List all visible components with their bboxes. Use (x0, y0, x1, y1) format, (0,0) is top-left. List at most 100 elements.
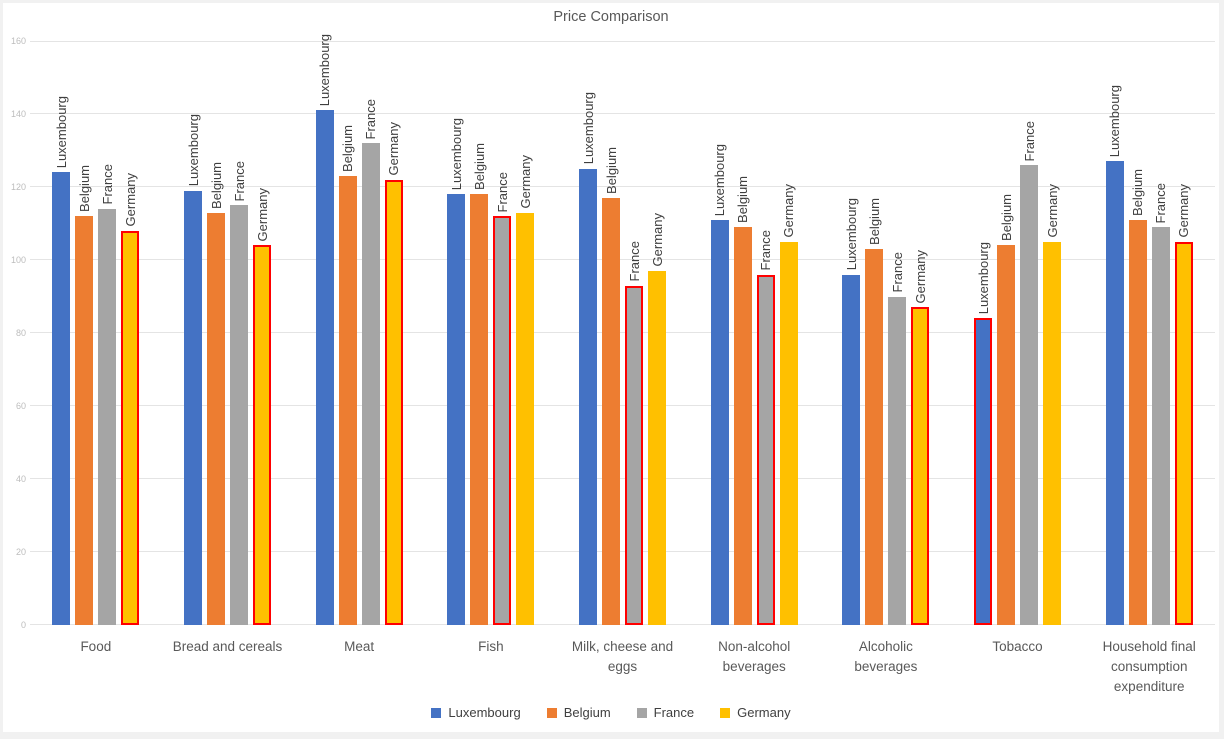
bar-slot-germany: Germany (384, 41, 403, 625)
category-label-household-final-consumption-expenditure: Household final consumption expenditure (1102, 639, 1196, 694)
bar-slot-france: France (756, 41, 775, 625)
bar-slot-luxembourg: Luxembourg (447, 41, 466, 625)
bar-group-household-final-consumption-expenditure: Luxembourg Belgium France Germany (1083, 41, 1215, 625)
plot-area: 0 20 40 60 80 100 120 140 160 Luxembourg Belgium F… (11, 34, 1215, 630)
bar-slot-luxembourg: Luxembourg (184, 41, 202, 625)
y-tick-label-0: 0 (20, 620, 26, 630)
bar-luxembourg-milk-cheese-and-eggs (579, 168, 598, 625)
bar-france-alcoholic-beverages (888, 296, 907, 625)
bar-luxembourg-fish (447, 194, 466, 625)
y-tick-label-20: 20 (15, 547, 26, 557)
legend-item-france: France (636, 705, 695, 720)
category-label-fish: Fish (478, 639, 504, 654)
bar-slot-belgium: Belgium (75, 41, 94, 625)
bar-label-germany: Germany (122, 173, 138, 227)
y-tick-label-100: 100 (10, 255, 26, 265)
y-tick-label-120: 120 (10, 182, 26, 192)
bar-luxembourg-household-final-consumption-expenditure (1105, 161, 1124, 625)
bar-germany-tobacco (1043, 241, 1062, 625)
bar-belgium-non-alcohol-beverages (733, 227, 752, 625)
bar-group-alcoholic-beverages: Luxembourg Belgium France Germany (820, 41, 952, 625)
bar-label-belgium: Belgium (76, 165, 92, 213)
bar-luxembourg-bread-and-cereals (184, 190, 202, 625)
y-tick-label-40: 40 (15, 474, 26, 484)
gridline-80 (30, 332, 1215, 333)
legend-label-luxembourg: Luxembourg (448, 705, 521, 720)
legend-label-germany: Germany (737, 705, 791, 720)
bar-slot-germany: Germany (253, 41, 271, 625)
bar-luxembourg-alcoholic-beverages (842, 274, 861, 625)
bar-slot-luxembourg: Luxembourg (52, 41, 71, 625)
bar-belgium-tobacco (997, 245, 1016, 625)
category-label-tobacco: Tobacco (992, 639, 1043, 654)
bar-slot-luxembourg: Luxembourg (842, 41, 861, 625)
bar-label-luxembourg: Luxembourg (843, 198, 859, 271)
bar-label-belgium: Belgium (603, 146, 619, 194)
legend-swatch-belgium (546, 707, 557, 718)
bar-label-luxembourg: Luxembourg (317, 34, 333, 107)
bar-label-luxembourg: Luxembourg (53, 96, 69, 169)
bar-belgium-milk-cheese-and-eggs (602, 197, 621, 625)
bar-france-milk-cheese-and-eggs (625, 285, 644, 625)
bar-label-france: France (1153, 182, 1169, 224)
legend-item-belgium: Belgium (546, 705, 611, 720)
y-tick-label-60: 60 (15, 401, 26, 411)
gridline-60 (30, 405, 1215, 406)
bar-label-belgium: Belgium (735, 176, 751, 224)
bar-slot-belgium: Belgium (865, 41, 884, 625)
bar-slot-germany: Germany (911, 41, 930, 625)
bar-label-luxembourg: Luxembourg (712, 143, 728, 216)
bar-group-meat: Luxembourg Belgium France Germany (293, 34, 425, 625)
bar-slot-germany: Germany (516, 41, 535, 625)
category-label-non-alcohol-beverages: Non-alcohol beverages (718, 639, 791, 674)
y-tick-label-140: 140 (10, 109, 26, 119)
bar-label-germany: Germany (1176, 184, 1192, 238)
bar-slot-france: France (230, 41, 248, 625)
bar-belgium-alcoholic-beverages (865, 249, 884, 625)
legend-label-france: France (653, 705, 695, 720)
bar-group-milk-cheese-and-eggs: Luxembourg Belgium France Germany (557, 41, 689, 625)
bar-slot-germany: Germany (121, 41, 140, 625)
bar-belgium-bread-and-cereals (207, 212, 225, 625)
bar-slot-belgium: Belgium (602, 41, 621, 625)
bar-label-luxembourg: Luxembourg (580, 92, 596, 165)
bar-slot-france: France (1151, 41, 1170, 625)
bar-germany-food (121, 230, 140, 625)
gridline-0 (30, 624, 1215, 625)
bar-luxembourg-food (52, 172, 71, 625)
bar-label-belgium: Belgium (340, 125, 356, 173)
bar-slot-france: France (493, 41, 512, 625)
category-label-food: Food (80, 639, 112, 654)
legend-swatch-germany (720, 707, 731, 718)
legend-swatch-luxembourg (431, 707, 442, 718)
bar-slot-luxembourg: Luxembourg (974, 41, 993, 625)
gridline-20 (30, 551, 1215, 552)
bar-france-food (98, 208, 117, 625)
bar-germany-meat (384, 179, 403, 625)
bar-slot-germany: Germany (779, 41, 798, 625)
bar-label-france: France (758, 230, 774, 271)
bar-label-luxembourg: Luxembourg (1107, 85, 1123, 158)
bar-label-belgium: Belgium (998, 194, 1014, 242)
bar-label-germany: Germany (254, 187, 270, 242)
bar-group-fish: Luxembourg Belgium France Germany (425, 41, 557, 625)
bar-label-luxembourg: Luxembourg (448, 118, 464, 191)
bar-france-household-final-consumption-expenditure (1151, 227, 1170, 625)
bar-slot-belgium: Belgium (207, 41, 225, 625)
bar-label-france: France (363, 98, 379, 140)
chart-title: Price Comparison (553, 9, 669, 25)
bar-slot-france: France (361, 41, 380, 625)
bar-slot-luxembourg: Luxembourg (710, 41, 729, 625)
bar-group-tobacco: Luxembourg Belgium France Germany (952, 41, 1084, 625)
bar-label-france: France (889, 252, 905, 293)
bar-belgium-food (75, 216, 94, 625)
bar-slot-germany: Germany (1043, 41, 1062, 625)
bar-slot-france: France (98, 41, 117, 625)
bar-label-france: France (494, 171, 510, 213)
gridline-100 (30, 259, 1215, 260)
bar-slot-germany: Germany (648, 41, 667, 625)
bar-slot-germany: Germany (1174, 41, 1193, 625)
bar-label-belgium: Belgium (208, 161, 224, 209)
bar-label-germany: Germany (912, 249, 928, 304)
